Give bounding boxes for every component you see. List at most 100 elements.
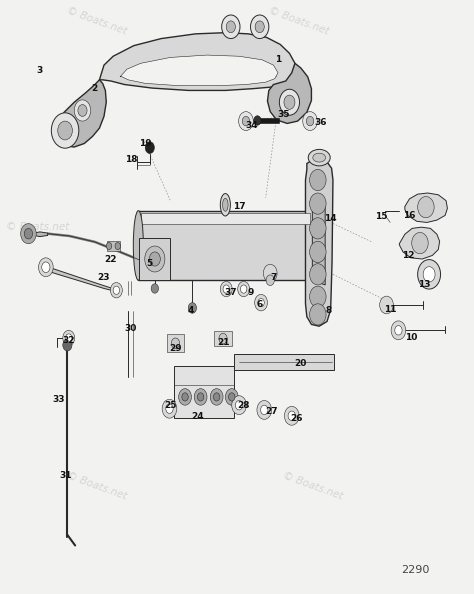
Text: 21: 21 (217, 337, 229, 347)
Circle shape (232, 396, 246, 415)
Circle shape (238, 112, 253, 131)
Circle shape (219, 333, 227, 344)
Text: 9: 9 (247, 287, 254, 296)
Text: 4: 4 (188, 307, 194, 315)
Circle shape (284, 406, 299, 425)
Circle shape (288, 411, 295, 421)
Circle shape (145, 246, 165, 272)
Bar (234, 355, 334, 370)
Text: © Boats.net: © Boats.net (65, 5, 128, 36)
Circle shape (310, 286, 326, 307)
Circle shape (225, 388, 238, 405)
Polygon shape (56, 80, 106, 147)
Circle shape (51, 113, 79, 148)
Bar (257, 118, 279, 124)
Circle shape (151, 284, 158, 293)
Circle shape (257, 400, 272, 419)
Text: 36: 36 (314, 118, 327, 127)
Text: © Boats.net: © Boats.net (65, 471, 128, 502)
Circle shape (255, 21, 264, 33)
Circle shape (166, 404, 173, 413)
Text: 20: 20 (295, 359, 307, 368)
Circle shape (182, 393, 188, 401)
Circle shape (63, 330, 75, 346)
Text: 33: 33 (52, 395, 64, 404)
Bar (139, 238, 170, 280)
Circle shape (110, 283, 122, 298)
Text: 18: 18 (125, 155, 138, 164)
Bar (107, 241, 120, 251)
Circle shape (310, 193, 326, 214)
Bar (141, 213, 310, 224)
Circle shape (74, 100, 91, 121)
Circle shape (223, 285, 229, 293)
Text: © Boats.net: © Boats.net (267, 5, 330, 36)
Text: 2290: 2290 (401, 565, 429, 575)
Circle shape (261, 405, 268, 415)
Text: 17: 17 (233, 202, 246, 211)
Circle shape (310, 218, 326, 239)
Text: 28: 28 (237, 401, 250, 410)
Text: © Boats.net: © Boats.net (281, 471, 344, 502)
Circle shape (254, 116, 261, 125)
Text: 3: 3 (37, 67, 43, 75)
Circle shape (38, 258, 53, 277)
Circle shape (145, 142, 155, 153)
Circle shape (42, 262, 50, 273)
Circle shape (258, 299, 264, 307)
Circle shape (226, 21, 236, 33)
Text: 7: 7 (270, 273, 277, 282)
Circle shape (279, 89, 300, 115)
Bar (167, 334, 184, 352)
Text: 25: 25 (164, 401, 177, 410)
Circle shape (222, 15, 240, 39)
Circle shape (63, 339, 72, 351)
Circle shape (113, 286, 119, 295)
Text: 30: 30 (124, 324, 137, 333)
Circle shape (210, 388, 223, 405)
Ellipse shape (133, 211, 143, 280)
Circle shape (228, 393, 235, 401)
Text: 10: 10 (405, 333, 417, 343)
Ellipse shape (313, 153, 326, 162)
Polygon shape (305, 157, 333, 326)
Circle shape (255, 295, 267, 311)
Text: 5: 5 (146, 259, 153, 268)
Circle shape (58, 121, 73, 140)
Circle shape (179, 388, 191, 405)
Circle shape (423, 267, 435, 282)
Polygon shape (120, 55, 278, 86)
Circle shape (236, 400, 243, 410)
Circle shape (418, 260, 440, 289)
Circle shape (310, 241, 326, 263)
Circle shape (188, 302, 197, 313)
Text: 24: 24 (191, 412, 204, 422)
Circle shape (237, 282, 250, 297)
Circle shape (24, 228, 33, 239)
Bar (214, 331, 232, 346)
Text: 11: 11 (384, 305, 396, 314)
Bar (138, 211, 312, 280)
Circle shape (213, 393, 220, 401)
Circle shape (310, 169, 326, 191)
Circle shape (240, 285, 247, 293)
Ellipse shape (223, 198, 228, 211)
Circle shape (194, 388, 207, 405)
Polygon shape (43, 266, 118, 292)
Circle shape (171, 338, 180, 349)
Ellipse shape (308, 149, 330, 166)
Circle shape (412, 232, 428, 254)
Text: 29: 29 (170, 343, 182, 352)
Polygon shape (312, 206, 325, 285)
Circle shape (303, 112, 318, 131)
Circle shape (306, 116, 314, 126)
Text: 35: 35 (278, 109, 290, 119)
Circle shape (149, 252, 160, 266)
Text: 26: 26 (290, 414, 302, 424)
Circle shape (266, 275, 274, 286)
Circle shape (395, 326, 402, 335)
Polygon shape (100, 33, 295, 90)
Text: 15: 15 (375, 212, 387, 221)
Circle shape (264, 264, 277, 282)
Circle shape (310, 304, 326, 325)
